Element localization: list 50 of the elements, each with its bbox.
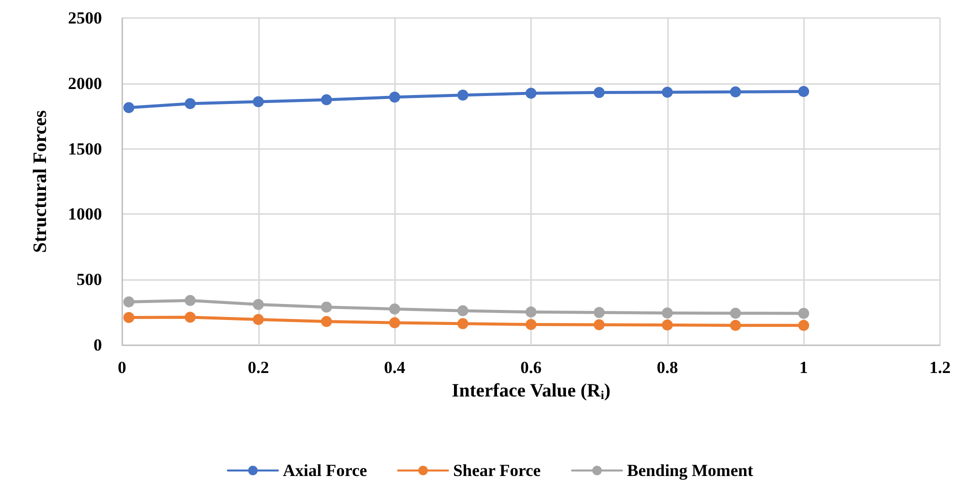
x-tick-label: 0.8: [656, 358, 678, 377]
y-axis-title: Structural Forces: [30, 110, 51, 253]
point: [184, 295, 196, 306]
legend-label: Shear Force: [453, 461, 542, 480]
x-tick-label: 0.4: [384, 358, 406, 377]
point: [662, 86, 673, 98]
x-tick-label: 0.6: [520, 358, 542, 377]
y-tick-label: 500: [76, 270, 102, 290]
point: [526, 88, 536, 99]
point: [123, 102, 134, 114]
point: [389, 304, 400, 315]
point: [457, 90, 468, 101]
y-tick-label: 1000: [68, 204, 102, 224]
point: [730, 308, 741, 319]
point: [389, 317, 400, 328]
x-tick-label: 1: [799, 358, 808, 377]
point: [662, 319, 673, 330]
point: [730, 320, 741, 331]
point: [252, 96, 264, 108]
point: [252, 314, 264, 325]
point: [457, 305, 468, 316]
point: [594, 87, 605, 98]
y-tick-label: 1500: [68, 139, 102, 158]
point: [321, 302, 332, 313]
point: [184, 98, 196, 110]
legend-label: Bending Moment: [627, 461, 754, 480]
point: [798, 308, 810, 319]
point: [184, 312, 196, 323]
point: [321, 316, 332, 327]
legend-label: Axial Force: [282, 461, 368, 480]
point: [798, 86, 810, 98]
y-tick-label: 0: [94, 336, 102, 354]
point: [594, 319, 605, 330]
x-tick-label: 0: [118, 358, 126, 377]
point: [662, 307, 673, 318]
point: [594, 307, 605, 318]
point: [798, 320, 810, 331]
point: [526, 318, 536, 330]
y-tick-label: 2000: [68, 74, 102, 93]
point: [123, 312, 134, 324]
point: [457, 318, 468, 330]
point: [252, 298, 264, 310]
x-tick-label: 0.2: [248, 358, 269, 377]
point: [389, 92, 400, 103]
point: [123, 296, 134, 308]
point: [526, 306, 536, 318]
y-tick-label: 2500: [68, 8, 102, 28]
x-tick-label: 1.2: [929, 358, 951, 377]
point: [321, 94, 332, 106]
point: [730, 86, 741, 98]
